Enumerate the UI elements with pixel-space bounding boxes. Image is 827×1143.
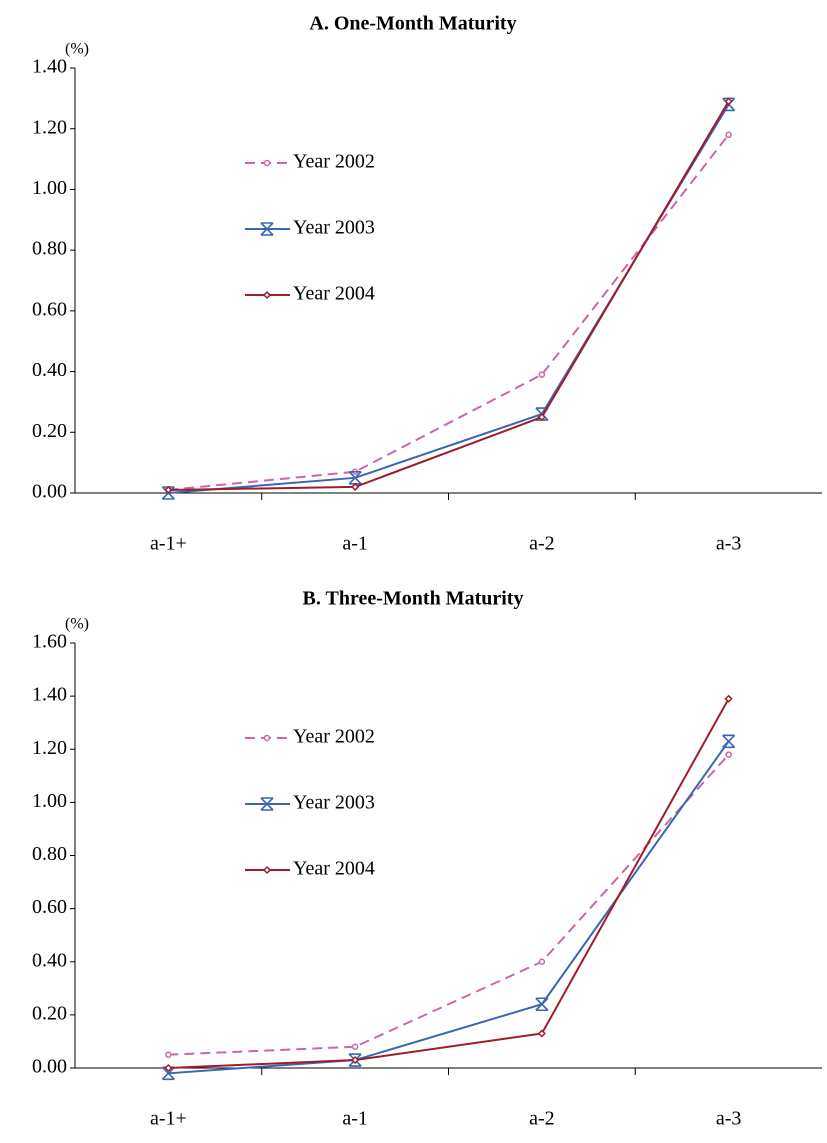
legend-label: Year 2003 (293, 217, 375, 239)
marker (263, 159, 271, 167)
y-axis-label: (%) (65, 41, 89, 58)
x-tick-label: a-1+ (150, 533, 187, 555)
y-tick-label: 0.00 (32, 1056, 67, 1078)
series-line (168, 134, 730, 491)
y-tick-label: 1.00 (32, 177, 67, 199)
marker (725, 751, 732, 758)
marker (164, 485, 173, 495)
y-tick-label: 0.20 (32, 1002, 67, 1024)
marker (164, 1063, 173, 1073)
marker (725, 131, 732, 139)
series-line (168, 100, 730, 491)
y-tick-label: 0.20 (32, 420, 67, 442)
marker (262, 865, 272, 875)
marker (535, 997, 549, 1012)
series-line (168, 698, 730, 1069)
x-tick-label: a-1 (342, 533, 368, 555)
marker (351, 482, 360, 491)
y-tick-label: 1.40 (32, 684, 67, 706)
legend-label: Year 2004 (293, 858, 375, 880)
marker (262, 290, 272, 300)
marker (348, 471, 362, 485)
marker (260, 222, 274, 236)
y-tick-label: 0.60 (32, 298, 67, 320)
marker (161, 1066, 175, 1081)
y-tick-label: 1.60 (32, 631, 67, 653)
legend-label: Year 2002 (293, 726, 375, 748)
legend-label: Year 2002 (293, 151, 375, 173)
y-axis-label: (%) (65, 616, 89, 633)
chart-title: A. One-Month Maturity (309, 13, 516, 35)
marker (724, 97, 733, 106)
x-tick-label: a-1+ (150, 1108, 187, 1130)
marker (165, 1051, 172, 1058)
y-tick-label: 0.60 (32, 896, 67, 918)
y-tick-label: 0.80 (32, 238, 67, 260)
marker (537, 1029, 546, 1038)
y-tick-label: 0.00 (32, 481, 67, 503)
y-tick-label: 1.20 (32, 737, 67, 759)
x-tick-label: a-3 (716, 1108, 742, 1130)
marker (538, 958, 546, 965)
marker (722, 734, 736, 749)
y-tick-label: 1.40 (32, 56, 67, 78)
legend-label: Year 2003 (293, 792, 375, 814)
marker (724, 694, 733, 703)
y-tick-label: 0.40 (32, 359, 67, 381)
marker (351, 1043, 359, 1050)
legend-label: Year 2004 (293, 283, 375, 305)
y-tick-label: 0.40 (32, 949, 67, 971)
marker (537, 413, 546, 422)
x-tick-label: a-2 (529, 1108, 555, 1130)
series-line (168, 740, 730, 1075)
marker (351, 1055, 360, 1065)
x-tick-label: a-2 (529, 533, 555, 555)
marker (260, 797, 274, 811)
chart-title: B. Three-Month Maturity (303, 588, 524, 610)
series-line (168, 753, 730, 1056)
x-tick-label: a-1 (342, 1108, 368, 1130)
y-tick-label: 1.00 (32, 790, 67, 812)
marker (263, 734, 271, 742)
marker (538, 371, 546, 378)
y-tick-label: 0.80 (32, 843, 67, 865)
y-tick-label: 1.20 (32, 116, 67, 138)
x-tick-label: a-3 (716, 533, 742, 555)
